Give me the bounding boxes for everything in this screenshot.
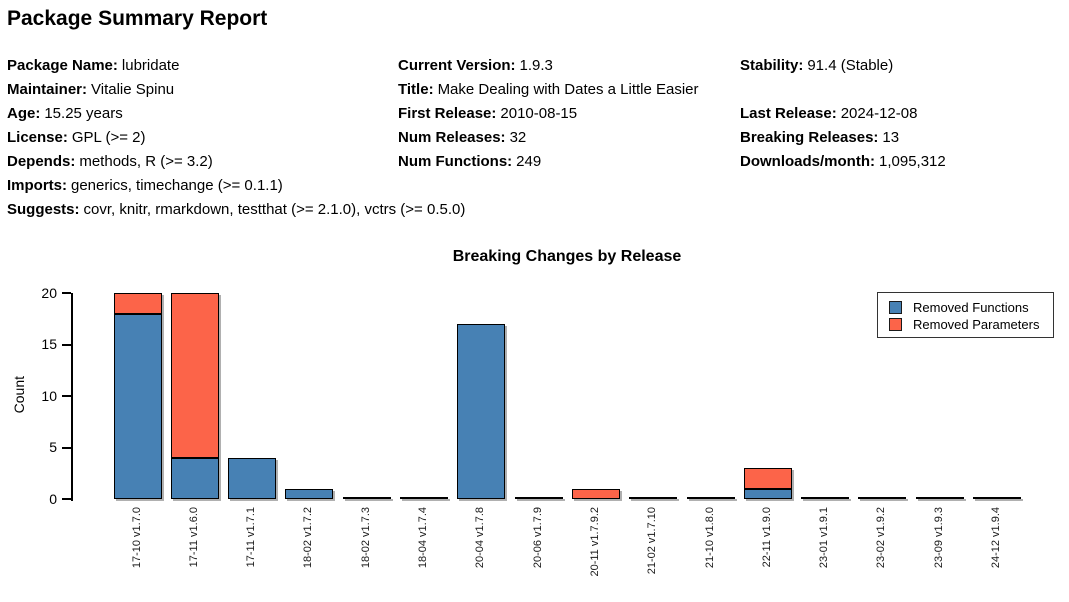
bar-segment-removed-functions: [743, 489, 792, 499]
legend-label-removed-functions: Removed Functions: [913, 300, 1029, 315]
x-tick-label: 20-11 v1.7.9.2: [588, 507, 601, 577]
zero-value-bar: [514, 497, 563, 499]
info-current-version: Current Version: 1.9.3: [398, 57, 553, 74]
zero-value-bar: [400, 497, 448, 499]
bar-segment-removed-functions: [285, 489, 334, 499]
bar-18-02 v1.7.2: [285, 489, 334, 499]
x-tick-label: 18-02 v1.7.3: [359, 507, 372, 569]
y-axis-tick: [62, 343, 71, 346]
info-suggests: Suggests: covr, knitr, rmarkdown, testtha…: [7, 201, 466, 218]
breaking-changes-chart: Breaking Changes by Release 0 5 10 15 20 Coun…: [0, 240, 1069, 602]
info-breaking-releases: Breaking Releases: 13: [740, 129, 900, 146]
y-axis-tick: [62, 292, 71, 294]
x-tick-label: 21-10 v1.8.0: [703, 507, 716, 569]
bar-20-04 v1.7.8: [457, 324, 506, 499]
y-axis-tick: [62, 446, 71, 449]
info-downloads-month: Downloads/month: 1,095,312: [740, 153, 946, 170]
bar-segment-removed-functions: [228, 458, 277, 499]
bar-segment-removed-parameters: [113, 293, 162, 314]
legend-label-removed-parameters: Removed Parameters: [913, 317, 1040, 332]
x-tick-label: 23-09 v1.9.3: [932, 507, 945, 569]
zero-value-bar: [801, 497, 850, 499]
zero-value-bar: [858, 497, 907, 499]
bar-segment-removed-parameters: [170, 293, 219, 458]
page-title: Package Summary Report: [7, 7, 268, 30]
info-stability: Stability: 91.4 (Stable): [740, 57, 894, 74]
y-tick-label: 10: [41, 387, 57, 404]
info-package-name: Package Name: lubridate: [7, 57, 180, 74]
x-tick-label: 17-11 v1.6.0: [187, 507, 200, 568]
info-num-releases: Num Releases: 32: [398, 129, 527, 146]
zero-value-bar: [973, 497, 1021, 499]
bar-segment-removed-functions: [113, 314, 162, 499]
y-axis-title: Count: [11, 376, 27, 414]
zero-value-bar: [342, 497, 391, 499]
bar-20-11 v1.7.9.2: [571, 489, 620, 499]
bar-segment-removed-functions: [457, 324, 506, 499]
y-axis-tick: [62, 395, 71, 397]
chart-title: Breaking Changes by Release: [452, 248, 682, 265]
bar-17-11 v1.6.0: [170, 293, 219, 499]
zero-value-bar: [915, 497, 964, 499]
x-tick-label: 18-04 v1.7.4: [417, 507, 429, 569]
info-title: Title: Make Dealing with Dates a Little E…: [398, 81, 699, 98]
x-tick-label: 21-02 v1.7.10: [646, 507, 659, 575]
zero-value-bar: [629, 497, 678, 499]
info-depends: Depends: methods, R (>= 3.2): [7, 153, 213, 170]
chart-plot-area: 0 5 10 15 20 Count 17-10 v1.7.0 17-11 v1.6.0 17-…: [0, 240, 1069, 602]
info-last-release: Last Release: 2024-12-08: [740, 105, 918, 122]
y-tick-label: 20: [41, 284, 57, 301]
x-tick-label: 18-02 v1.7.2: [302, 507, 315, 569]
bar-segment-removed-functions: [170, 458, 219, 499]
info-age: Age: 15.25 years: [7, 105, 123, 122]
info-column-right: Stability: 91.4 (Stable) Last Release: 202…: [740, 54, 946, 174]
info-column-middle: Current Version: 1.9.3 Title: Make Dealing…: [398, 54, 699, 174]
y-axis-line: [71, 293, 73, 501]
bar-segment-removed-parameters: [743, 468, 792, 489]
info-license: License: GPL (>= 2): [7, 129, 146, 146]
zero-value-bar: [686, 497, 735, 499]
bar-17-11 v1.7.1: [228, 458, 277, 499]
legend-swatch-removed-parameters-icon: [889, 318, 902, 331]
info-maintainer: Maintainer: Vitalie Spinu: [7, 81, 175, 98]
info-imports: Imports: generics, timechange (>= 0.1.1): [7, 177, 283, 194]
bar-17-10 v1.7.0: [113, 293, 162, 499]
y-tick-label: 15: [41, 336, 57, 352]
x-tick-label: 17-10 v1.7.0: [130, 507, 143, 569]
y-tick-label: 0: [49, 490, 57, 507]
info-num-functions: Num Functions: 249: [398, 153, 542, 170]
info-first-release: First Release: 2010-08-15: [398, 105, 578, 122]
bar-segment-removed-parameters: [571, 489, 620, 499]
x-tick-label: 20-04 v1.7.8: [474, 507, 487, 569]
x-tick-label: 23-02 v1.9.2: [875, 507, 888, 569]
legend-item-removed-functions: Removed Functions: [889, 299, 1043, 316]
bar-22-11 v1.9.0: [743, 468, 792, 499]
info-spacer-row: [740, 78, 946, 102]
chart-legend: Removed Functions Removed Parameters: [877, 292, 1054, 338]
y-axis-tick: [62, 498, 71, 500]
legend-item-removed-parameters: Removed Parameters: [889, 316, 1043, 333]
x-tick-label: 24-12 v1.9.4: [990, 507, 1002, 569]
info-column-left: Package Name: lubridate Maintainer: Vitali…: [7, 54, 465, 222]
x-tick-label: 20-06 v1.7.9: [531, 507, 544, 569]
legend-swatch-removed-functions-icon: [889, 301, 902, 314]
x-tick-label: 22-11 v1.9.0: [760, 507, 773, 568]
x-tick-label: 23-01 v1.9.1: [818, 507, 831, 569]
y-tick-label: 5: [49, 439, 57, 455]
x-tick-label: 17-11 v1.7.1: [245, 507, 258, 568]
